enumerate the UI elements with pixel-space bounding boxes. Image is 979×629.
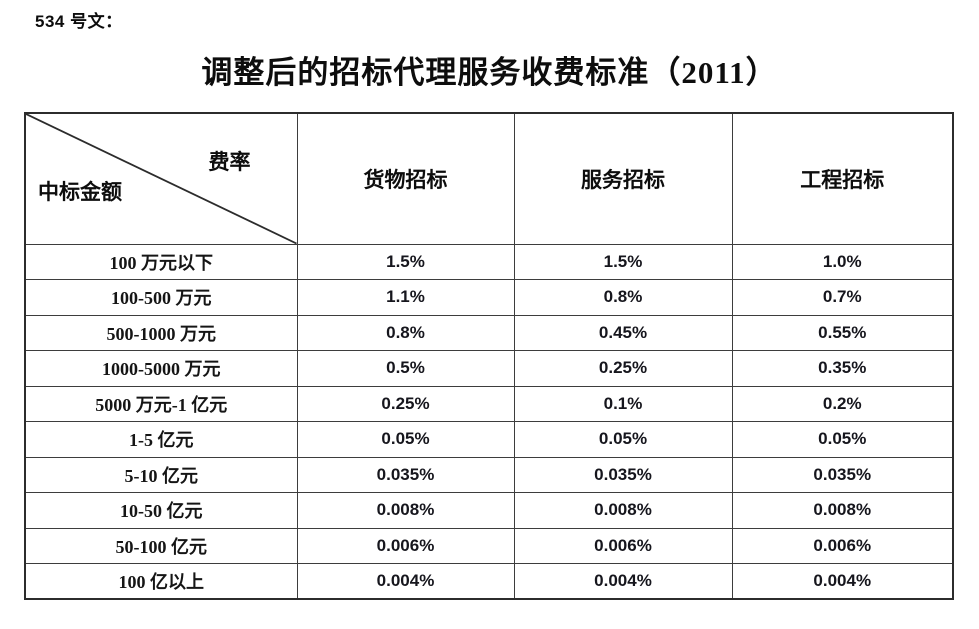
rate-cell: 0.05%: [513, 421, 733, 458]
amount-cell: 1000-5000 万元: [24, 350, 298, 387]
rate-cell: 0.004%: [296, 563, 515, 600]
rate-cell: 0.8%: [513, 279, 733, 316]
amount-cell: 100 亿以上: [24, 563, 298, 600]
rate-cell: 0.25%: [513, 350, 733, 387]
table-row: 5000 万元-1 亿元 0.25% 0.1% 0.2%: [24, 385, 954, 422]
corner-label-amount: 中标金额: [38, 180, 122, 204]
rate-cell: 1.1%: [296, 279, 515, 316]
diagonal-divider-line: [26, 114, 297, 244]
rate-cell: 0.006%: [513, 527, 733, 564]
rate-cell: 0.1%: [513, 385, 733, 422]
rate-cell: 0.008%: [296, 492, 515, 529]
rate-cell: 0.05%: [296, 421, 515, 458]
rate-cell: 0.25%: [296, 385, 515, 422]
rate-cell: 0.55%: [731, 314, 954, 351]
amount-cell: 5000 万元-1 亿元: [24, 385, 298, 422]
rate-cell: 0.035%: [731, 456, 954, 493]
rate-cell: 0.035%: [513, 456, 733, 493]
rate-cell: 0.004%: [731, 563, 954, 600]
column-header-engineering: 工程招标: [731, 112, 954, 245]
table-row: 500-1000 万元 0.8% 0.45% 0.55%: [24, 314, 954, 351]
fee-rate-table: 费率 中标金额 货物招标 服务招标 工程招标 100 万元以下 1.5% 1.5…: [24, 112, 954, 600]
page-title: 调整后的招标代理服务收费标准（2011）: [201, 55, 778, 90]
table-row: 100 亿以上 0.004% 0.004% 0.004%: [24, 563, 954, 600]
amount-cell: 1-5 亿元: [24, 421, 298, 458]
amount-cell: 500-1000 万元: [24, 314, 298, 351]
table-row: 100 万元以下 1.5% 1.5% 1.0%: [24, 243, 954, 280]
amount-cell: 50-100 亿元: [24, 527, 298, 564]
rate-cell: 0.8%: [296, 314, 515, 351]
column-header-goods: 货物招标: [296, 112, 515, 245]
rate-cell: 0.035%: [296, 456, 515, 493]
table-row: 1-5 亿元 0.05% 0.05% 0.05%: [24, 421, 954, 458]
corner-label-rate: 费率: [208, 150, 251, 174]
table-header-row: 费率 中标金额 货物招标 服务招标 工程招标: [24, 112, 954, 245]
table-row: 100-500 万元 1.1% 0.8% 0.7%: [24, 279, 954, 316]
table-row: 5-10 亿元 0.035% 0.035% 0.035%: [24, 456, 954, 493]
rate-cell: 0.008%: [513, 492, 733, 529]
rate-cell: 0.2%: [731, 385, 954, 422]
table-row: 10-50 亿元 0.008% 0.008% 0.008%: [24, 492, 954, 529]
amount-cell: 100-500 万元: [24, 279, 298, 316]
rate-cell: 0.004%: [513, 563, 733, 600]
rate-cell: 1.5%: [296, 243, 515, 280]
rate-cell: 1.0%: [731, 243, 954, 280]
corner-header-cell: 费率 中标金额: [24, 112, 298, 245]
rate-cell: 0.5%: [296, 350, 515, 387]
table-row: 50-100 亿元 0.006% 0.006% 0.006%: [24, 527, 954, 564]
document-ref-label: 534 号文：: [35, 12, 123, 31]
rate-cell: 0.35%: [731, 350, 954, 387]
column-header-services: 服务招标: [513, 112, 733, 245]
amount-cell: 10-50 亿元: [24, 492, 298, 529]
rate-cell: 1.5%: [513, 243, 733, 280]
amount-cell: 5-10 亿元: [24, 456, 298, 493]
rate-cell: 0.05%: [731, 421, 954, 458]
table-row: 1000-5000 万元 0.5% 0.25% 0.35%: [24, 350, 954, 387]
rate-cell: 0.006%: [731, 527, 954, 564]
rate-cell: 0.7%: [731, 279, 954, 316]
rate-cell: 0.45%: [513, 314, 733, 351]
rate-cell: 0.008%: [731, 492, 954, 529]
amount-cell: 100 万元以下: [24, 243, 298, 280]
rate-cell: 0.006%: [296, 527, 515, 564]
